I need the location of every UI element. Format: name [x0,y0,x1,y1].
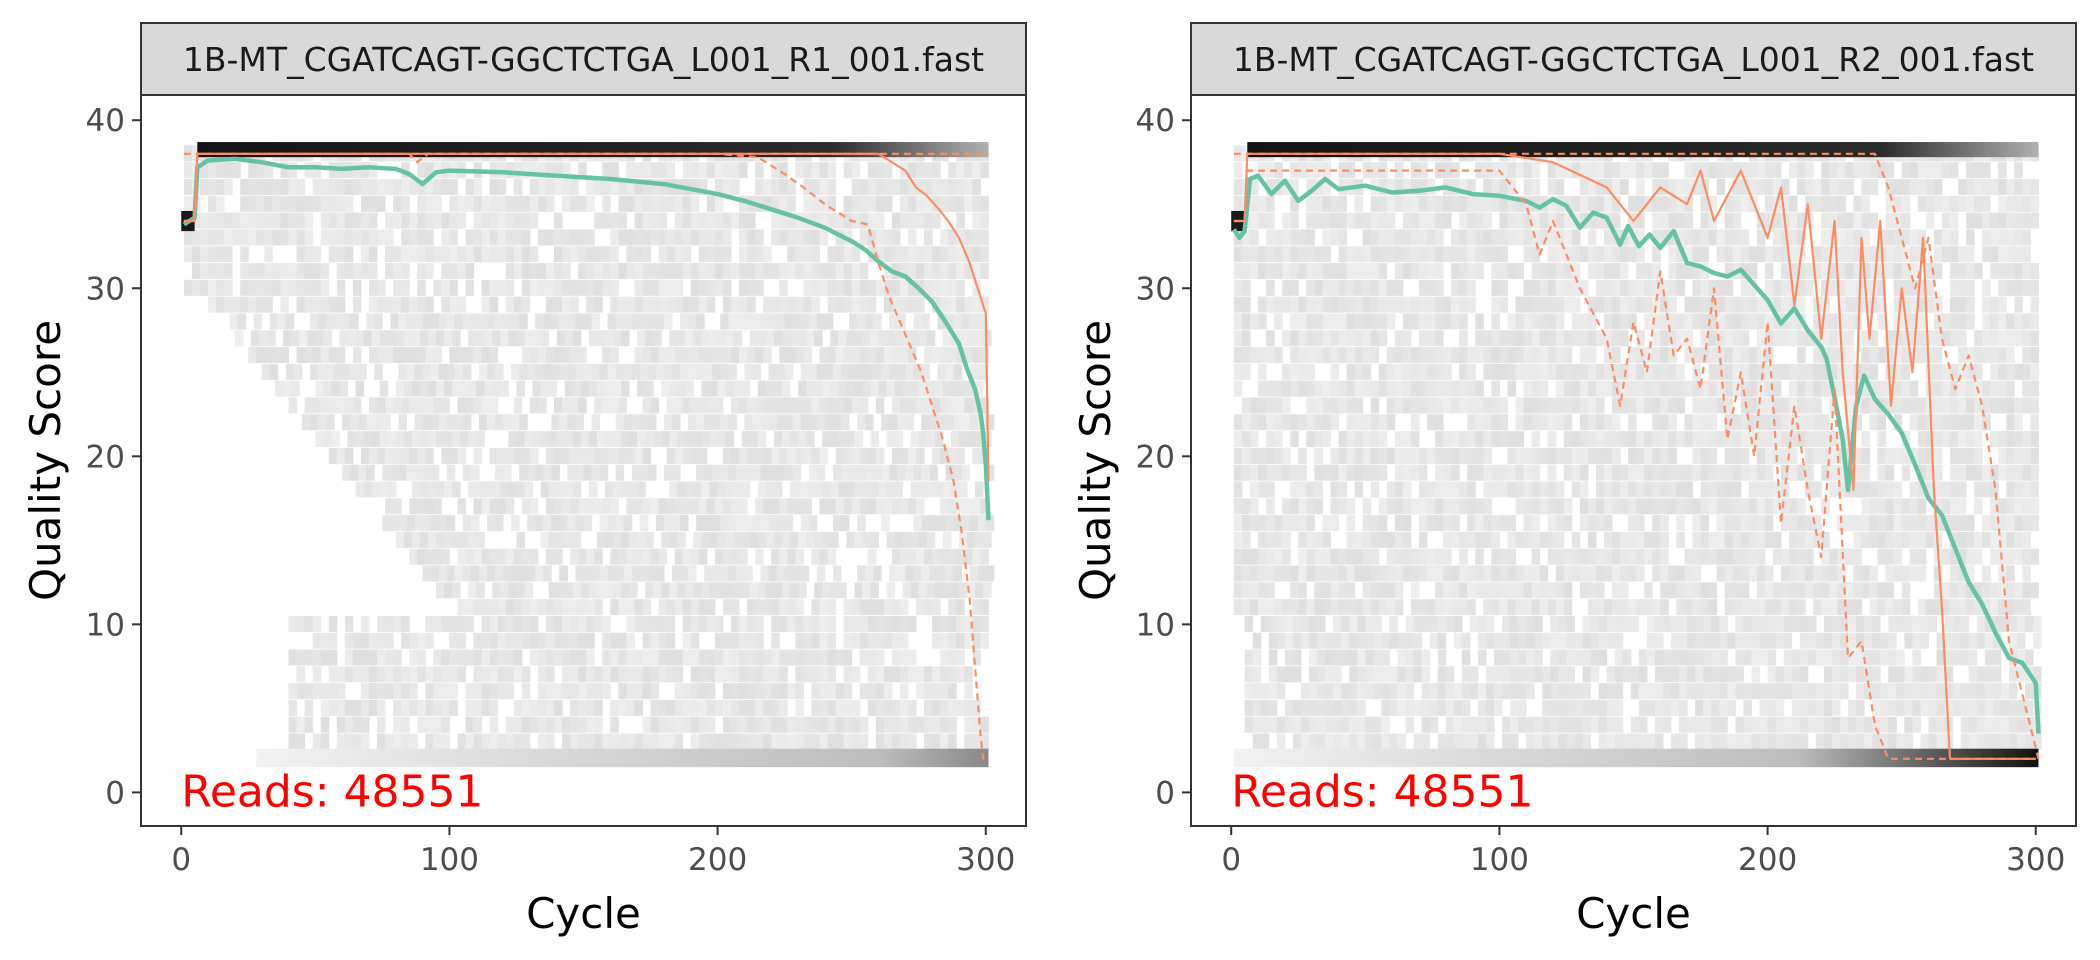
x-tick-label: 100 [420,842,479,878]
y-tick-label: 10 [1136,607,1175,643]
facet-strip [140,22,1027,96]
x-tick-label: 100 [1470,842,1529,878]
series-line-Q75 [1233,152,2040,760]
y-tick-label: 10 [86,607,125,643]
x-tick-label: 0 [1221,842,1241,878]
series-line-mean [1232,173,2041,734]
x-tick-label: 0 [171,842,191,878]
reads-count-annotation: Reads: 48551 [1231,766,1533,817]
facet-strip [1190,22,2077,96]
x-tick-label: 200 [1738,842,1797,878]
heatmap-low-band [256,748,989,768]
y-tick-label: 40 [1136,103,1175,139]
reads-count-annotation: Reads: 48551 [181,766,483,817]
panel-border [140,94,1027,827]
y-tick-label: 20 [86,439,125,475]
y-axis-title: Quality Score [1071,320,1120,601]
heatmap-low-band [1233,748,2039,768]
series-line-Q25 [1233,169,2036,760]
series-line-mean [182,156,991,521]
panel-border [1190,94,2077,827]
heatmap-top-band [1247,142,2039,158]
y-axis-title: Quality Score [21,320,70,601]
facet-title: 1B-MT_CGATCAGT-GGCTCTGA_L001_R2_001.fast [1233,40,2034,79]
facet-title: 1B-MT_CGATCAGT-GGCTCTGA_L001_R1_001.fast [183,40,984,79]
x-tick-label: 300 [956,842,1015,878]
y-tick-label: 30 [86,271,125,307]
x-tick-label: 300 [2006,842,2065,878]
y-tick-label: 0 [105,775,125,811]
panel-r2: 1B-MT_CGATCAGT-GGCTCTGA_L001_R2_001.fast… [1071,22,2077,938]
series-line-median [1233,152,2036,760]
y-tick-label: 20 [1136,439,1175,475]
x-tick-label: 200 [688,842,747,878]
panel-r1: 1B-MT_CGATCAGT-GGCTCTGA_L001_R1_001.fast… [21,22,1027,938]
series-line-Q25 [183,152,989,760]
y-tick-label: 30 [1136,271,1175,307]
y-tick-label: 0 [1155,775,1175,811]
quality-density-heatmap [181,142,995,768]
y-tick-label: 40 [86,103,125,139]
x-axis-title: Cycle [1576,889,1691,938]
heatmap-top-band [197,142,989,158]
x-axis-title: Cycle [526,889,641,938]
